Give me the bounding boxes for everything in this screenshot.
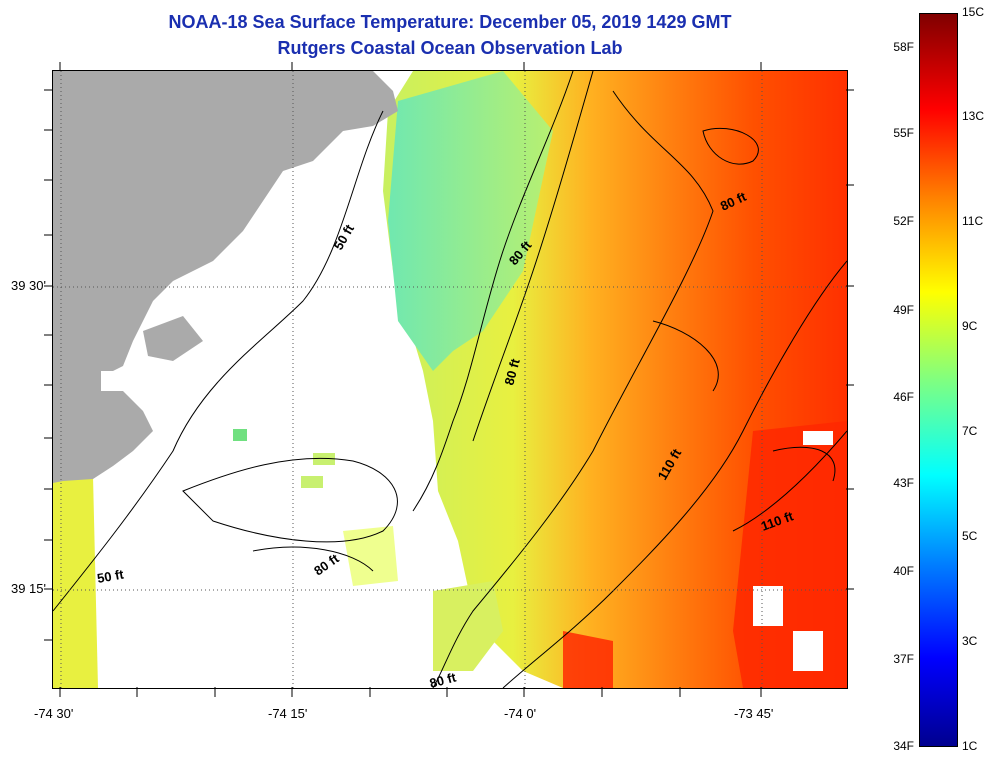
- land-mask: [53, 71, 398, 483]
- depth-label: 80 ft: [501, 356, 523, 386]
- lon-label: -74 30': [34, 706, 74, 721]
- colorbar-f-label: 55F: [893, 126, 914, 140]
- lon-label: -74 15': [268, 706, 308, 721]
- map-subtitle: Rutgers Coastal Ocean Observation Lab: [277, 38, 623, 58]
- lat-label: 39 15': [10, 581, 46, 596]
- colorbar-f-label: 37F: [893, 652, 914, 666]
- sst-map-canvas: 50 ft 80 ft 80 ft 80 ft 110 ft 110 ft 50…: [53, 71, 847, 688]
- colorbar-f-label: 49F: [893, 303, 914, 317]
- colorbar-c-label: 13C: [962, 109, 985, 123]
- lat-label: 39 30': [10, 278, 46, 293]
- map-title: NOAA-18 Sea Surface Temperature: Decembe…: [168, 12, 732, 32]
- colorbar-c-label: 3C: [962, 634, 978, 648]
- lat-lon-grid: [53, 71, 847, 688]
- lon-label: -73 45': [734, 706, 774, 721]
- sst-map[interactable]: 50 ft 80 ft 80 ft 80 ft 110 ft 110 ft 50…: [52, 70, 848, 689]
- colorbar-c-label: 11C: [962, 214, 984, 228]
- colorbar-f-label: 46F: [893, 390, 914, 404]
- colorbar-c-label: 9C: [962, 319, 978, 333]
- bathymetry-contours: [53, 71, 847, 688]
- colorbar-c-label: 1C: [962, 739, 978, 753]
- colorbar-f-label: 43F: [893, 476, 914, 490]
- colorbar-c-label: 7C: [962, 424, 978, 438]
- colorbar-c-label: 15C: [962, 5, 985, 19]
- colorbar-f-label: 58F: [893, 40, 914, 54]
- colorbar-c-label: 5C: [962, 529, 978, 543]
- lon-label: -74 0': [504, 706, 537, 721]
- colorbar-f-label: 40F: [893, 564, 914, 578]
- depth-label: 80 ft: [428, 669, 458, 688]
- colorbar-f-label: 34F: [893, 739, 914, 753]
- colorbar-f-label: 52F: [893, 214, 914, 228]
- depth-label: 50 ft: [96, 566, 126, 586]
- temperature-colorbar: [919, 13, 958, 747]
